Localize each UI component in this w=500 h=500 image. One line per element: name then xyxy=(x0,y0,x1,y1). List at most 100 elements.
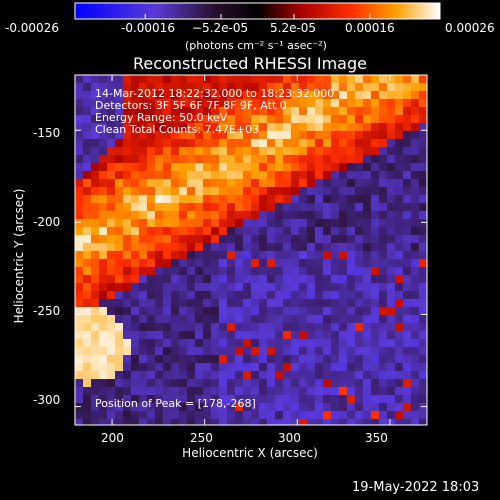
heatmap-cell xyxy=(139,147,147,155)
heatmap-cell xyxy=(115,171,123,179)
heatmap-cell xyxy=(419,91,427,99)
heatmap-cell xyxy=(115,179,123,187)
heatmap-cell xyxy=(275,331,283,339)
heatmap-cell xyxy=(291,387,299,395)
heatmap-cell xyxy=(371,187,379,195)
heatmap-cell xyxy=(387,243,395,251)
heatmap-cell xyxy=(419,307,427,315)
heatmap-cell xyxy=(75,419,83,425)
heatmap-cell xyxy=(91,379,99,387)
heatmap-cell xyxy=(307,339,315,347)
heatmap-cell xyxy=(299,243,307,251)
heatmap-cell xyxy=(139,131,147,139)
heatmap-cell xyxy=(171,283,179,291)
heatmap-cell xyxy=(363,387,371,395)
heatmap-cell xyxy=(411,187,419,195)
heatmap-cell xyxy=(131,99,139,107)
heatmap-cell xyxy=(347,299,355,307)
heatmap-cell xyxy=(283,339,291,347)
heatmap-cell xyxy=(323,403,331,411)
heatmap-cell xyxy=(395,355,403,363)
heatmap-cell xyxy=(203,75,211,83)
heatmap-cell xyxy=(107,419,115,425)
heatmap-cell xyxy=(411,419,419,425)
heatmap-cell xyxy=(371,315,379,323)
heatmap-cell xyxy=(179,259,187,267)
heatmap-cell xyxy=(363,179,371,187)
heatmap-cell xyxy=(299,259,307,267)
heatmap-cell xyxy=(299,187,307,195)
heatmap-cell xyxy=(91,179,99,187)
heatmap-cell xyxy=(163,235,171,243)
heatmap-cell xyxy=(323,259,331,267)
heatmap-cell xyxy=(291,155,299,163)
heatmap-cell xyxy=(347,395,355,403)
heatmap-cell xyxy=(203,283,211,291)
heatmap-cell xyxy=(179,363,187,371)
heatmap-cell xyxy=(235,395,243,403)
heatmap-cell xyxy=(91,195,99,203)
heatmap-cell xyxy=(419,115,427,123)
heatmap-cell xyxy=(243,203,251,211)
heatmap-cell xyxy=(299,75,307,83)
heatmap-cell xyxy=(99,203,107,211)
heatmap-cell xyxy=(363,331,371,339)
heatmap-cell xyxy=(147,299,155,307)
heatmap-cell xyxy=(291,411,299,419)
heatmap-cell xyxy=(107,187,115,195)
heatmap-cell xyxy=(331,91,339,99)
heatmap-cell xyxy=(211,227,219,235)
heatmap-cell xyxy=(371,211,379,219)
heatmap-cell xyxy=(315,131,323,139)
heatmap-cell xyxy=(291,83,299,91)
heatmap-cell xyxy=(307,355,315,363)
heatmap-cell xyxy=(91,275,99,283)
heatmap-cell xyxy=(307,227,315,235)
heatmap-cell xyxy=(203,99,211,107)
heatmap-cell xyxy=(347,155,355,163)
heatmap-cell xyxy=(347,315,355,323)
heatmap-cell xyxy=(139,395,147,403)
heatmap-cell xyxy=(131,411,139,419)
heatmap-cell xyxy=(211,99,219,107)
heatmap-cell xyxy=(179,219,187,227)
heatmap-cell xyxy=(163,139,171,147)
heatmap-cell xyxy=(283,403,291,411)
heatmap-cell xyxy=(331,403,339,411)
heatmap-cell xyxy=(395,187,403,195)
heatmap-cell xyxy=(179,155,187,163)
heatmap-cell xyxy=(355,147,363,155)
heatmap-cell xyxy=(291,171,299,179)
heatmap-cell xyxy=(411,91,419,99)
heatmap-cell xyxy=(315,323,323,331)
heatmap-cell xyxy=(203,355,211,363)
heatmap-cell xyxy=(99,171,107,179)
heatmap-cell xyxy=(219,123,227,131)
heatmap-cell xyxy=(123,83,131,91)
heatmap-cell xyxy=(179,91,187,99)
heatmap-cell xyxy=(203,395,211,403)
heatmap-cell xyxy=(371,227,379,235)
heatmap-cell xyxy=(75,347,83,355)
heatmap-cell xyxy=(379,291,387,299)
heatmap-cell xyxy=(107,123,115,131)
heatmap-cell xyxy=(163,371,171,379)
heatmap-cell xyxy=(267,259,275,267)
heatmap-cell xyxy=(179,291,187,299)
heatmap-cell xyxy=(203,83,211,91)
heatmap-cell xyxy=(75,227,83,235)
heatmap-cell xyxy=(371,99,379,107)
heatmap-cell xyxy=(315,243,323,251)
heatmap-cell xyxy=(291,179,299,187)
heatmap-cell xyxy=(139,219,147,227)
heatmap-cell xyxy=(291,99,299,107)
heatmap-cell xyxy=(219,259,227,267)
heatmap-cell xyxy=(275,419,283,425)
heatmap-cell xyxy=(99,379,107,387)
heatmap-cell xyxy=(131,123,139,131)
heatmap-cell xyxy=(211,155,219,163)
heatmap-cell xyxy=(187,275,195,283)
heatmap-cell xyxy=(371,163,379,171)
heatmap-cell xyxy=(323,379,331,387)
heatmap-cell xyxy=(99,299,107,307)
